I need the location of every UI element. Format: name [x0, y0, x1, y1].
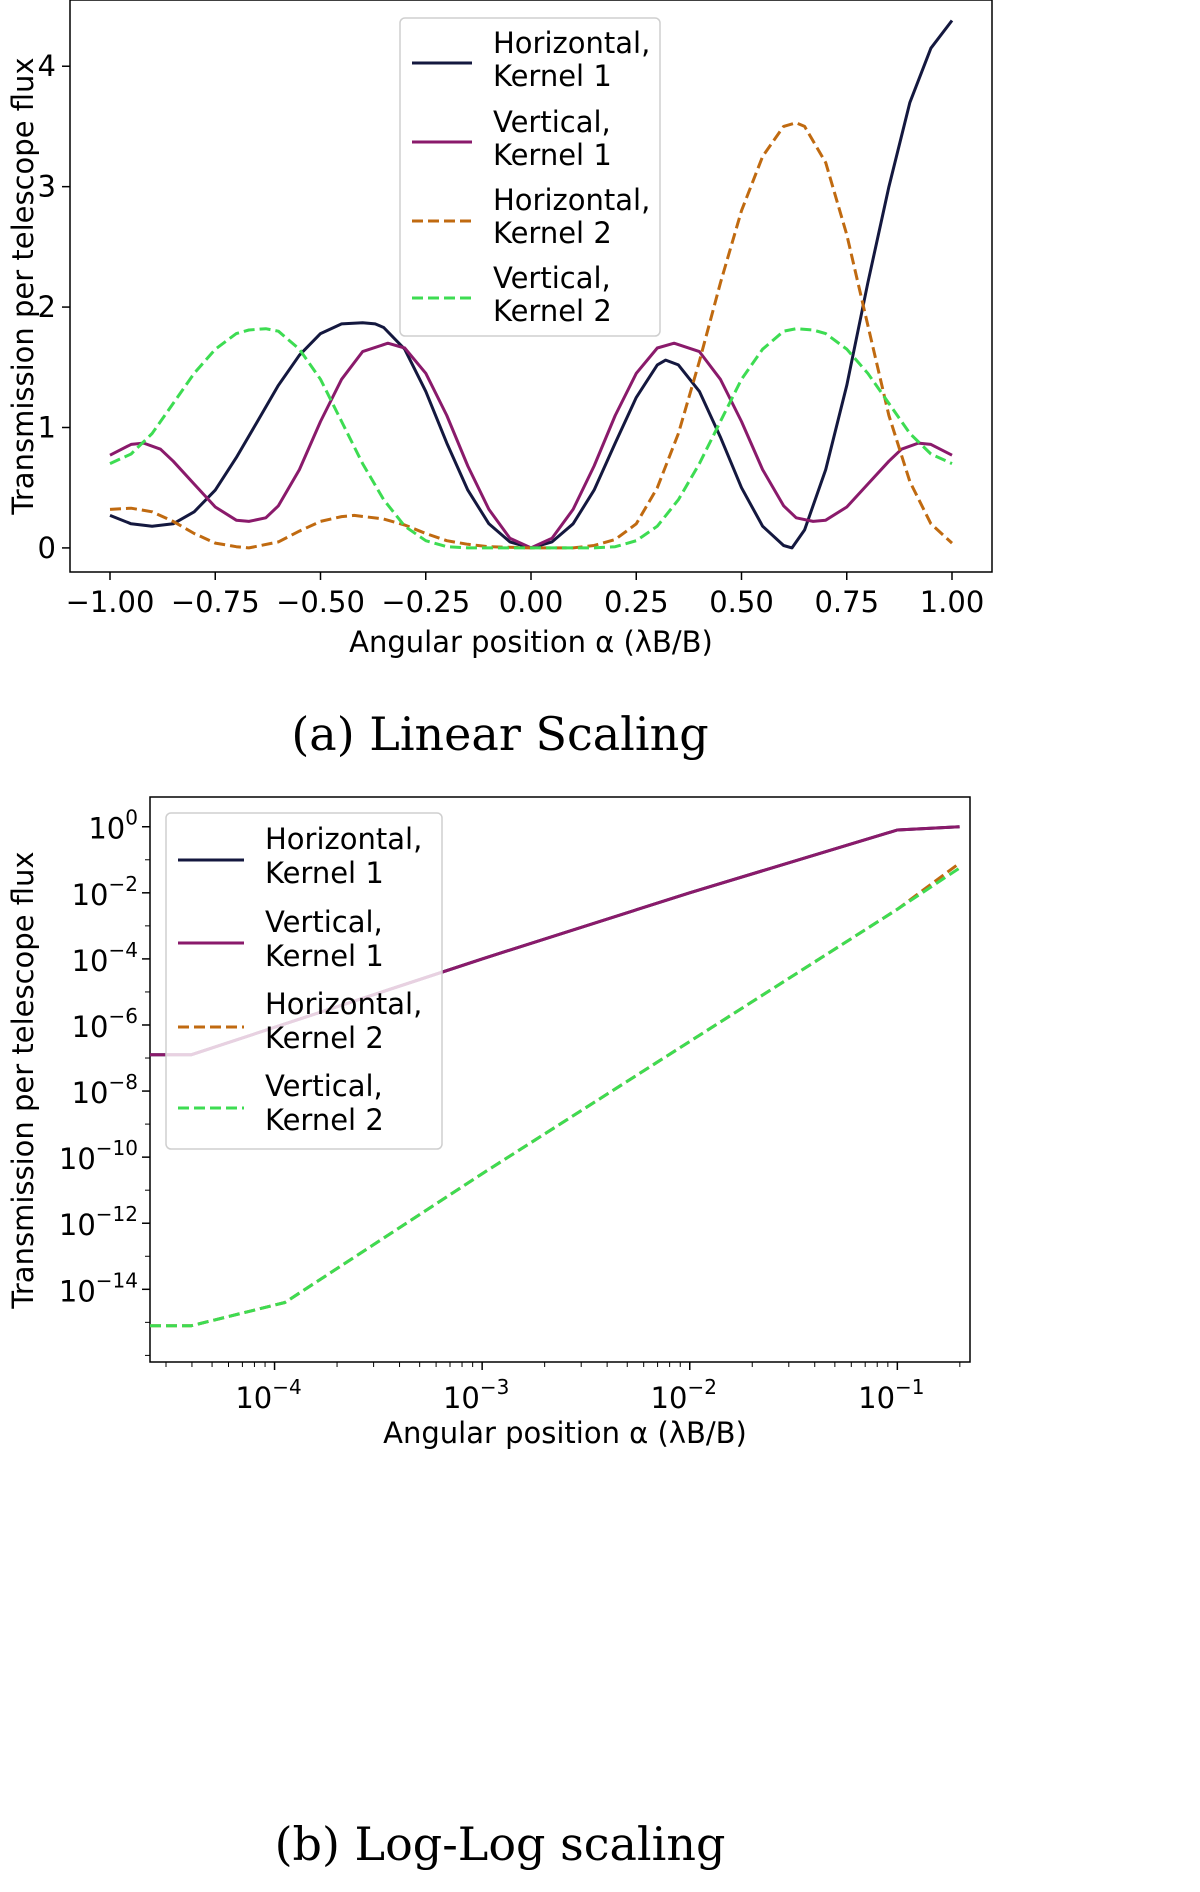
legend-label-horizontal-kernel-2-line1: Horizontal, [265, 987, 422, 1021]
legend-b: Horizontal, Kernel 1 Vertical, Kernel 1 … [165, 812, 443, 1150]
series-line-horizontal-kernel-1-a [109, 19, 954, 550]
y-axis-label-b: Transmission per telescope flux [6, 851, 40, 1309]
y-tick-label-b: 10−4 [72, 938, 138, 978]
x-tick-label-a: 0.25 [604, 585, 669, 619]
legend-box-a [399, 17, 661, 337]
caption-a: (a) Linear Scaling [291, 707, 708, 761]
series-line-vertical-kernel-2-a [109, 327, 953, 550]
legend-label-horizontal-kernel-2-line2: Kernel 2 [493, 216, 612, 250]
y-tick-label-a: 1 [38, 410, 56, 444]
x-tick-label-b: 10−1 [858, 1375, 924, 1415]
legend-label-horizontal-kernel-1-line2: Kernel 1 [265, 856, 384, 890]
y-ticks-b: 100 10−2 10−4 10−6 10−8 10−10 10−12 10−14 [59, 806, 150, 1356]
legend-label-horizontal-kernel-1-line1: Horizontal, [493, 26, 650, 60]
legend-entry-v1-a: Vertical, Kernel 1 [412, 105, 612, 172]
legend-box-b [165, 812, 443, 1150]
y-tick-label-a: 2 [38, 290, 56, 324]
legend-entry-h2-b: Horizontal, Kernel 2 [178, 987, 422, 1055]
x-tick-label-b: 10−2 [651, 1375, 717, 1415]
y-tick-label-b: 10−6 [72, 1004, 138, 1044]
legend-label-vertical-kernel-1-line1: Vertical, [265, 905, 383, 939]
y-tick-label-b: 10−2 [72, 872, 138, 912]
x-axis-label-b: Angular position α (λB/B) [383, 1416, 747, 1450]
y-tick-label-b: 10−12 [59, 1202, 138, 1242]
y-tick-label-b: 100 [88, 806, 138, 846]
x-tick-label-a: −0.25 [381, 585, 470, 619]
series-lines-a [109, 19, 954, 550]
series-line-vertical-kernel-2-b [150, 866, 961, 1328]
x-tick-label-a: −0.75 [171, 585, 260, 619]
legend-label-vertical-kernel-2-line2: Kernel 2 [493, 294, 612, 328]
y-tick-label-b: 10−8 [72, 1070, 138, 1110]
legend-label-horizontal-kernel-1-line1: Horizontal, [265, 822, 422, 856]
x-tick-label-b: 10−3 [443, 1375, 509, 1415]
legend-entry-h1-a: Horizontal, Kernel 1 [412, 26, 650, 93]
legend-label-vertical-kernel-2-line1: Vertical, [265, 1069, 383, 1103]
legend-label-vertical-kernel-1-line2: Kernel 1 [493, 138, 612, 172]
legend-label-horizontal-kernel-2-line1: Horizontal, [493, 183, 650, 217]
y-axis-label-a: Transmission per telescope flux [6, 57, 40, 515]
x-ticks-a: −1.00 −0.75 −0.50 −0.25 0.00 0.25 0.50 0.75 1.00 [66, 572, 985, 619]
legend-a: Horizontal, Kernel 1 Vertical, Kernel 1 … [399, 17, 661, 337]
legend-entry-v2-a: Vertical, Kernel 2 [412, 261, 612, 328]
legend-label-vertical-kernel-2-line1: Vertical, [493, 261, 611, 295]
legend-label-horizontal-kernel-2-line2: Kernel 2 [265, 1021, 384, 1055]
x-axis-label-a: Angular position α (λB/B) [349, 625, 713, 659]
x-ticks-b: 10−4 10−3 10−2 10−1 [165, 1362, 961, 1415]
legend-entry-h2-a: Horizontal, Kernel 2 [412, 183, 650, 250]
x-tick-label-b: 10−4 [235, 1375, 301, 1415]
x-tick-label-a: 0.00 [499, 585, 564, 619]
x-tick-label-a: 1.00 [920, 585, 985, 619]
y-ticks-a: 0 1 2 3 4 [38, 49, 70, 565]
y-tick-label-a: 3 [38, 170, 56, 204]
legend-label-horizontal-kernel-1-line2: Kernel 1 [493, 59, 612, 93]
x-tick-label-a: 0.75 [814, 585, 879, 619]
y-tick-label-a: 0 [38, 531, 56, 565]
legend-entry-v1-b: Vertical, Kernel 1 [178, 905, 384, 973]
y-tick-label-b: 10−14 [59, 1268, 138, 1308]
x-tick-label-a: −1.00 [66, 585, 155, 619]
caption-b: (b) Log-Log scaling [275, 1817, 726, 1871]
x-tick-label-a: −0.50 [276, 585, 365, 619]
legend-entry-h1-b: Horizontal, Kernel 1 [178, 822, 422, 890]
legend-label-vertical-kernel-1-line2: Kernel 1 [265, 939, 384, 973]
legend-entry-v2-b: Vertical, Kernel 2 [178, 1069, 384, 1137]
x-tick-label-a: 0.50 [709, 585, 774, 619]
y-tick-label-b: 10−10 [59, 1136, 138, 1176]
y-tick-label-a: 4 [38, 49, 56, 83]
legend-label-vertical-kernel-1-line1: Vertical, [493, 105, 611, 139]
legend-label-vertical-kernel-2-line2: Kernel 2 [265, 1103, 384, 1137]
panel-a-linear: 0 1 2 3 4 −1.00 −0.75 −0.50 −0.25 0.00 0.25 0.50 0.… [6, 0, 993, 761]
